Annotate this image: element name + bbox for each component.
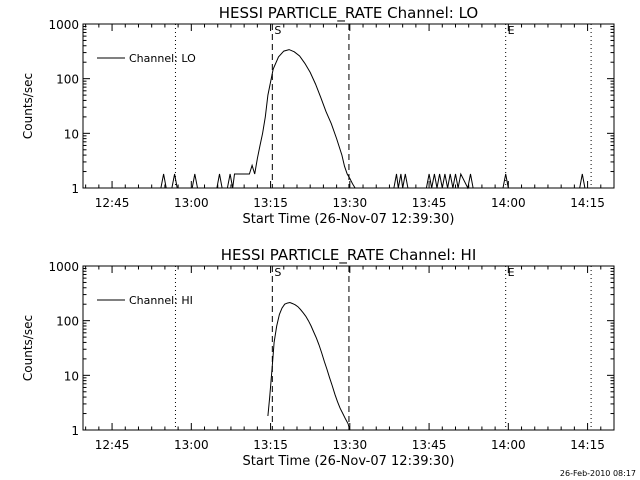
panel-channel-hi: HESSI PARTICLE_RATE Channel: HI 1 10 100 100… <box>21 246 615 469</box>
chart-title: HESSI PARTICLE_RATE Channel: HI <box>221 246 477 265</box>
legend-label: Channel: HI <box>129 294 193 307</box>
x-tick-label: 13:00 <box>174 438 209 452</box>
marker-label: E <box>508 266 515 279</box>
x-tick-label: 13:15 <box>253 196 288 210</box>
x-tick-label: 14:00 <box>491 196 526 210</box>
footer-timestamp: 26-Feb-2010 08:17 <box>560 469 636 478</box>
series-line <box>267 301 351 431</box>
y-tick-label: 1000 <box>48 18 79 32</box>
x-tick-label: 12:45 <box>95 196 130 210</box>
x-tick-label: 14:00 <box>491 438 526 452</box>
x-tick-label: 14:15 <box>570 438 605 452</box>
y-tick-label: 1 <box>71 424 79 438</box>
x-tick-label: 14:15 <box>570 196 605 210</box>
y-tick-label: 10 <box>64 127 79 141</box>
x-tick-label: 13:00 <box>174 196 209 210</box>
x-tick-label: 13:15 <box>253 438 288 452</box>
x-tick-label: 13:30 <box>333 196 368 210</box>
y-tick-label: 100 <box>56 315 79 329</box>
x-axis-label: Start Time (26-Nov-07 12:39:30) <box>243 212 455 227</box>
marker-label: S <box>274 266 281 279</box>
x-tick-label: 13:30 <box>333 438 368 452</box>
x-axis-label: Start Time (26-Nov-07 12:39:30) <box>243 454 455 469</box>
y-tick-label: 10 <box>64 369 79 383</box>
y-tick-label: 1 <box>71 182 79 196</box>
chart-title: HESSI PARTICLE_RATE Channel: LO <box>219 4 478 23</box>
x-tick-label: 13:45 <box>412 196 447 210</box>
x-tick-label: 13:45 <box>412 438 447 452</box>
series-line <box>160 49 586 190</box>
marker-label: S <box>274 24 281 37</box>
y-tick-label: 100 <box>56 73 79 87</box>
legend-label: Channel: LO <box>129 52 196 65</box>
marker-label: E <box>508 24 515 37</box>
y-axis-label: Counts/sec <box>21 315 35 381</box>
x-tick-label: 12:45 <box>95 438 130 452</box>
panel-channel-lo: HESSI PARTICLE_RATE Channel: LO 1 10 100 100… <box>21 4 615 227</box>
y-tick-label: 1000 <box>48 260 79 274</box>
y-axis-label: Counts/sec <box>21 73 35 139</box>
